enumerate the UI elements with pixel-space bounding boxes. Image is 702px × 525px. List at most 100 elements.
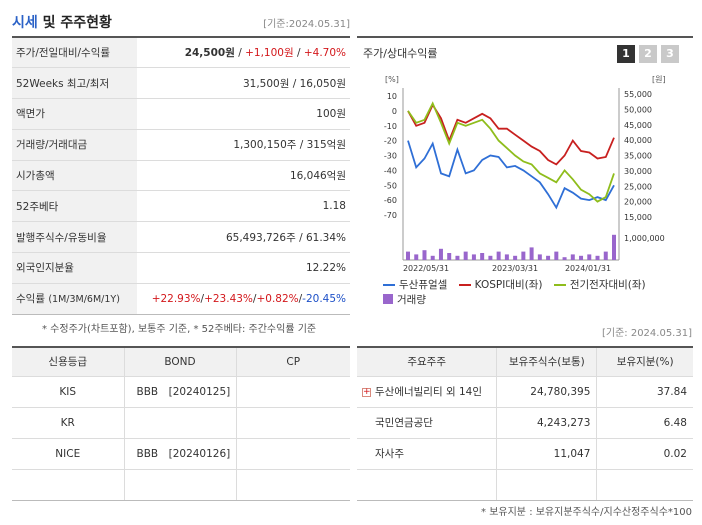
table-row: 거래량/거래대금 1,300,150주 / 315억원 — [12, 129, 350, 161]
holder-name-cell — [357, 469, 498, 501]
return-periods: (1M/3M/6M/1Y) — [48, 294, 120, 306]
volume-bar — [513, 255, 518, 260]
series-line — [407, 101, 615, 203]
change: +1,100원 — [245, 47, 294, 60]
price-value: 24,500원 / +1,100원 / +4.70% — [137, 37, 350, 69]
volume-bar — [471, 254, 476, 260]
return-1m: +22.93% — [151, 292, 201, 305]
col-header: CP — [236, 347, 350, 377]
series-line — [407, 140, 615, 210]
right-unit: [원] — [652, 75, 666, 84]
table-row: + 두산에너빌리티 외 14인 24,780,395 37.84 — [357, 376, 693, 408]
holder-name: 두산에너빌리티 외 14인 — [375, 386, 482, 398]
volume-bar — [562, 257, 567, 260]
volume-bar — [546, 255, 551, 260]
legend-line — [383, 284, 395, 286]
right-tick-label: 55,000 — [624, 90, 652, 99]
volume-bar — [579, 255, 584, 260]
volume-bar — [587, 254, 592, 260]
par-value: 100원 — [137, 98, 350, 130]
w52-label: 52Weeks 최고/최저 — [12, 67, 137, 100]
chart-tab-3[interactable]: 3 — [661, 45, 679, 63]
holder-shares: 11,047 — [496, 438, 598, 470]
return-6m: +0.82% — [256, 292, 299, 305]
table-row: 시가총액 16,046억원 — [12, 160, 350, 192]
volume-bar — [447, 253, 452, 260]
slash: / — [298, 292, 303, 305]
left-tick-label: 0 — [392, 107, 397, 116]
volume-bar — [504, 254, 509, 260]
volume-bar — [595, 255, 600, 260]
cp-cell — [236, 438, 350, 470]
right-tick-label: 15,000 — [624, 213, 652, 222]
table-row: KR — [12, 407, 350, 439]
sep: / — [293, 47, 304, 60]
left-unit: [%] — [385, 75, 399, 84]
cp-cell — [236, 407, 350, 439]
slash: / — [200, 292, 205, 305]
volume-bar — [414, 254, 419, 260]
table-row: KIS BBB [20240125] — [12, 376, 350, 408]
quote-table: 주가/전일대비/수익률 24,500원 / +1,100원 / +4.70% 5… — [12, 36, 350, 315]
chart-tab-1[interactable]: 1 — [617, 45, 635, 63]
x-tick-label: 2022/05/31 — [403, 264, 449, 273]
left-tick-label: -70 — [384, 211, 397, 220]
legend-line — [553, 284, 566, 286]
bond-cell — [124, 469, 237, 501]
sep: / — [234, 47, 246, 60]
chart-svg: [%] [원] 10 0 -10 -20 -30 -40 -50 -60 -70 55,000 50,0… — [384, 75, 666, 273]
left-tick-label: -20 — [384, 137, 397, 146]
volume-value: 1,300,150주 / 315억원 — [137, 129, 350, 161]
volume-bar — [537, 254, 542, 260]
holder-pct — [596, 469, 693, 501]
legend-label: 거래량 — [397, 294, 426, 306]
right-tick-label: 25,000 — [624, 182, 652, 191]
table-row: 자사주 11,047 0.02 — [357, 438, 693, 470]
volume-bar — [406, 251, 410, 260]
beta-value: 1.18 — [137, 190, 350, 223]
left-tick-label: 10 — [387, 92, 397, 101]
change-pct: +4.70% — [303, 47, 346, 60]
legend-item: KOSPI대비(좌) — [458, 278, 543, 293]
legend-item: 거래량 — [383, 293, 426, 308]
agency-cell: KIS — [12, 376, 125, 408]
par-label: 액면가 — [12, 98, 137, 130]
table-row: NICE BBB [20240126] — [12, 438, 350, 470]
expand-icon[interactable]: + — [362, 386, 371, 397]
legend-item: 전기전자대비(좌) — [553, 278, 646, 293]
title-rest: 및 주주현황 — [37, 15, 112, 31]
volume-bar — [463, 251, 468, 260]
legend-label: 전기전자대비(좌) — [569, 279, 646, 291]
legend-line — [458, 284, 471, 286]
table-header-row: 신용등급 BOND CP — [12, 347, 350, 377]
bond-cell: BBB [20240126] — [124, 438, 237, 470]
table-row: 주가/전일대비/수익률 24,500원 / +1,100원 / +4.70% — [12, 37, 350, 69]
right-tick-label: 20,000 — [624, 198, 652, 207]
bond-cell — [124, 407, 237, 439]
chart-legend: 두산퓨얼셀 KOSPI대비(좌) 전기전자대비(좌) 거래량 — [383, 278, 693, 308]
footnote-holders: * 보유지분 : 보유지분주식수/지수산정주식수*100 — [481, 507, 692, 518]
volume-bar — [488, 255, 493, 260]
holders-table: 주요주주 보유주식수(보통) 보유지분(%) + 두산에너빌리티 외 14인 24… — [357, 346, 693, 501]
col-header: 보유지분(%) — [596, 347, 693, 377]
right-tick-label: 30,000 — [624, 167, 652, 176]
foreign-value: 12.22% — [137, 252, 350, 284]
base-date-2: [기준: 2024.05.31] — [601, 328, 692, 339]
agency-cell: KR — [12, 407, 125, 439]
table-row: 액면가 100원 — [12, 98, 350, 130]
holder-shares: 4,243,273 — [496, 407, 598, 439]
holder-name: 국민연금공단 — [375, 417, 433, 429]
col-header: 주요주주 — [357, 347, 498, 377]
left-tick-label: -50 — [384, 181, 397, 190]
col-header: BOND — [124, 347, 237, 377]
legend-swatch — [383, 294, 393, 304]
x-tick-label: 2023/03/31 — [492, 264, 538, 273]
foreign-label: 외국인지분율 — [12, 252, 137, 284]
return-value: +22.93%/+23.43%/+0.82%/-20.45% — [137, 283, 350, 315]
return-3m: +23.43% — [204, 292, 253, 305]
chart-tab-2[interactable]: 2 — [639, 45, 657, 63]
right-tick-label: 40,000 — [624, 136, 652, 145]
return-label: 수익률 (1M/3M/6M/1Y) — [12, 283, 137, 315]
series-line — [407, 102, 615, 166]
chart-panel: [%] [원] 10 0 -10 -20 -30 -40 -50 -60 -70 55,000 50,0… — [357, 36, 693, 308]
